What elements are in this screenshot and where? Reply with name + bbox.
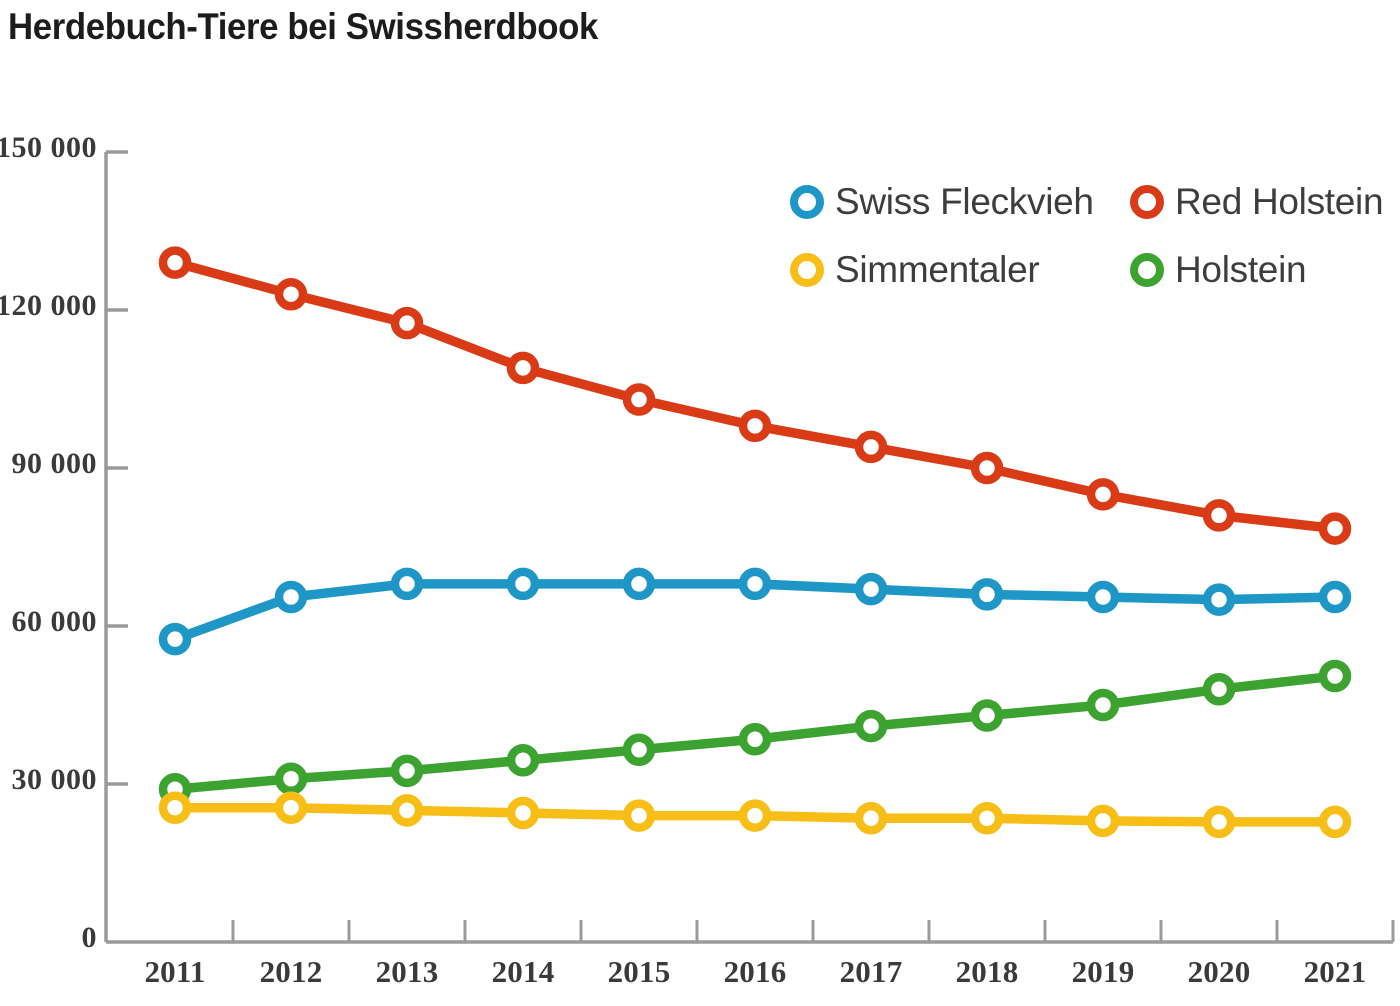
chart-legend: Swiss Fleckvieh Red Holstein Simmentaler Ho…: [790, 168, 1384, 304]
data-point-marker: [622, 733, 656, 767]
legend-item-swiss-fleckvieh[interactable]: Swiss Fleckvieh: [790, 181, 1130, 223]
ring-marker-icon: [1130, 185, 1164, 219]
series-red-holstein: [158, 246, 1352, 545]
legend-item-label: Red Holstein: [1175, 181, 1384, 222]
data-point-marker: [1086, 804, 1120, 838]
series-group: [158, 246, 1352, 839]
data-point-marker: [970, 699, 1004, 732]
data-point-marker: [274, 580, 308, 614]
x-axis-tick-label: 2016: [723, 954, 787, 989]
y-axis-tick-label: 30 000: [11, 763, 97, 796]
data-point-marker: [274, 791, 308, 824]
y-axis-tick-label: 150 000: [0, 131, 97, 164]
data-point-marker: [158, 246, 192, 279]
data-point-marker: [506, 351, 540, 385]
x-axis-tick-label: 2018: [955, 954, 1019, 989]
data-point-marker: [622, 383, 656, 416]
series-swiss-fleckvieh: [158, 567, 1352, 656]
data-point-marker: [506, 567, 540, 601]
y-axis-tick-label: 90 000: [11, 447, 97, 480]
data-point-marker: [1318, 512, 1352, 545]
data-point-marker: [1086, 478, 1120, 511]
data-point-marker: [854, 801, 888, 835]
data-point-marker: [738, 409, 772, 443]
data-point-marker: [970, 801, 1004, 835]
legend-item-red-holstein[interactable]: Red Holstein: [1130, 181, 1384, 223]
x-axis-tick-label: 2021: [1303, 954, 1367, 989]
legend-item-label: Holstein: [1175, 249, 1307, 290]
data-point-marker: [1202, 583, 1236, 616]
data-point-marker: [854, 572, 888, 606]
legend-item-simmentaler[interactable]: Simmentaler: [790, 249, 1130, 291]
data-point-marker: [506, 744, 540, 777]
data-point-marker: [1318, 580, 1352, 614]
y-axis-tick-labels: 150 000 120 000 90 000 60 000 30 000 0: [0, 0, 106, 1006]
data-point-marker: [274, 277, 308, 311]
data-point-marker: [158, 622, 192, 656]
data-point-marker: [390, 306, 424, 340]
y-axis-tick-label: 120 000: [0, 289, 97, 322]
data-point-marker: [854, 709, 888, 743]
data-point-marker: [1202, 672, 1236, 706]
data-point-marker: [1318, 659, 1352, 693]
data-point-marker: [1086, 688, 1120, 722]
data-point-marker: [390, 567, 424, 601]
data-point-marker: [1202, 499, 1236, 532]
data-point-marker: [738, 567, 772, 601]
legend-item-holstein[interactable]: Holstein: [1130, 249, 1360, 291]
data-point-marker: [970, 451, 1004, 485]
data-point-marker: [274, 762, 308, 795]
y-axis-tick-label: 60 000: [11, 605, 97, 638]
data-point-marker: [738, 722, 772, 756]
data-point-marker: [1318, 805, 1352, 839]
x-axis-tick-label: 2020: [1187, 954, 1251, 989]
x-axis-tick-label: 2015: [607, 954, 671, 989]
axis-group: [104, 150, 1395, 944]
ring-marker-icon: [1130, 253, 1164, 287]
series-simmentaler: [158, 791, 1352, 839]
data-point-marker: [1086, 580, 1120, 614]
legend-item-label: Swiss Fleckvieh: [835, 181, 1094, 222]
x-axis-tick-label: 2013: [375, 954, 439, 989]
ring-marker-icon: [790, 253, 824, 287]
data-point-marker: [1202, 805, 1236, 839]
data-point-marker: [854, 430, 888, 464]
x-axis-tick-label: 2017: [839, 954, 903, 989]
data-point-marker: [390, 754, 424, 788]
legend-item-label: Simmentaler: [835, 249, 1040, 290]
series-holstein: [158, 659, 1352, 806]
x-axis-tick-label: 2012: [259, 954, 323, 989]
ring-marker-icon: [790, 185, 824, 219]
x-axis-tick-label: 2014: [491, 954, 555, 989]
data-point-marker: [622, 799, 656, 832]
data-point-marker: [390, 794, 424, 827]
x-axis-tick-label: 2011: [144, 954, 206, 989]
data-point-marker: [158, 791, 192, 824]
data-point-marker: [622, 567, 656, 601]
data-point-marker: [506, 796, 540, 830]
data-point-marker: [970, 578, 1004, 611]
y-axis-tick-label: 0: [81, 921, 97, 954]
data-point-marker: [738, 799, 772, 832]
x-axis-tick-label: 2019: [1071, 954, 1135, 989]
page-title: Herdebuch-Tiere bei Swissherdbook: [8, 6, 598, 47]
